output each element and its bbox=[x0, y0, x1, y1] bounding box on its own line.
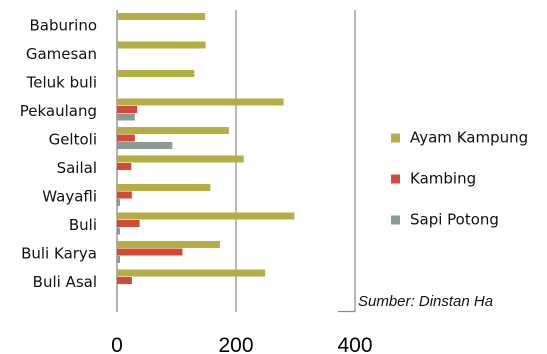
bar-sapi-potong-buli bbox=[117, 227, 120, 235]
category-label: Buli Asal bbox=[33, 273, 97, 291]
legend-label: Kambing bbox=[410, 170, 476, 188]
category-label: Gamesan bbox=[26, 45, 97, 63]
legend: Ayam Kampung Kambing Sapi Potong bbox=[391, 129, 528, 229]
bar-ayam-kampung-wayafli bbox=[117, 184, 211, 191]
bars bbox=[117, 13, 295, 284]
bar-sapi-potong-pekaulang bbox=[117, 113, 135, 121]
bar-ayam-kampung-gamesan bbox=[117, 41, 206, 49]
legend-swatch bbox=[391, 174, 400, 184]
bar-sapi-potong-wayafli bbox=[117, 199, 120, 206]
category-label: Buli Karya bbox=[21, 245, 97, 263]
bar-ayam-kampung-sailal bbox=[117, 155, 244, 163]
category-label: Geltoli bbox=[49, 131, 97, 149]
source-annotation: Sumber: Dinstan Ha bbox=[358, 293, 493, 310]
category-label: Baburino bbox=[29, 17, 97, 35]
bar-kambing-pekaulang bbox=[117, 106, 138, 113]
category-labels: Baburino Gamesan Teluk buli Pekaulang Geltol… bbox=[20, 17, 97, 292]
category-label: Teluk buli bbox=[26, 74, 97, 92]
bar-kambing-geltoli bbox=[117, 134, 135, 142]
x-tick-label: 200 bbox=[218, 334, 253, 354]
legend-label: Sapi Potong bbox=[410, 211, 499, 229]
category-label: Buli bbox=[69, 216, 97, 234]
legend-label: Ayam Kampung bbox=[410, 129, 528, 147]
x-tick-labels: 0 200 400 bbox=[111, 334, 372, 354]
legend-swatch bbox=[391, 133, 400, 143]
x-tick-label: 400 bbox=[337, 334, 372, 354]
bar-ayam-kampung-buli-karya bbox=[117, 241, 220, 248]
bar-kambing-buli-asal bbox=[117, 277, 132, 284]
gridlines bbox=[235, 10, 356, 313]
category-label: Sailal bbox=[57, 159, 97, 177]
bar-ayam-kampung-buli bbox=[117, 212, 295, 220]
bar-sapi-potong-buli-karya bbox=[117, 256, 120, 263]
bar-kambing-sailal bbox=[117, 163, 132, 170]
legend-swatch bbox=[391, 215, 400, 225]
x-tick-label: 0 bbox=[111, 334, 123, 354]
category-label: Pekaulang bbox=[20, 102, 97, 120]
bar-kambing-buli bbox=[117, 220, 140, 227]
bar-ayam-kampung-buli-asal bbox=[117, 269, 266, 277]
bar-ayam-kampung-teluk-buli bbox=[117, 70, 195, 77]
bar-kambing-wayafli bbox=[117, 191, 132, 199]
bar-sapi-potong-geltoli bbox=[117, 142, 173, 149]
category-label: Wayafli bbox=[42, 188, 97, 206]
bar-ayam-kampung-pekaulang bbox=[117, 98, 284, 106]
bar-kambing-buli-karya bbox=[117, 248, 183, 256]
bar-ayam-kampung-geltoli bbox=[117, 127, 229, 134]
bar-ayam-kampung-baburino bbox=[117, 13, 206, 20]
